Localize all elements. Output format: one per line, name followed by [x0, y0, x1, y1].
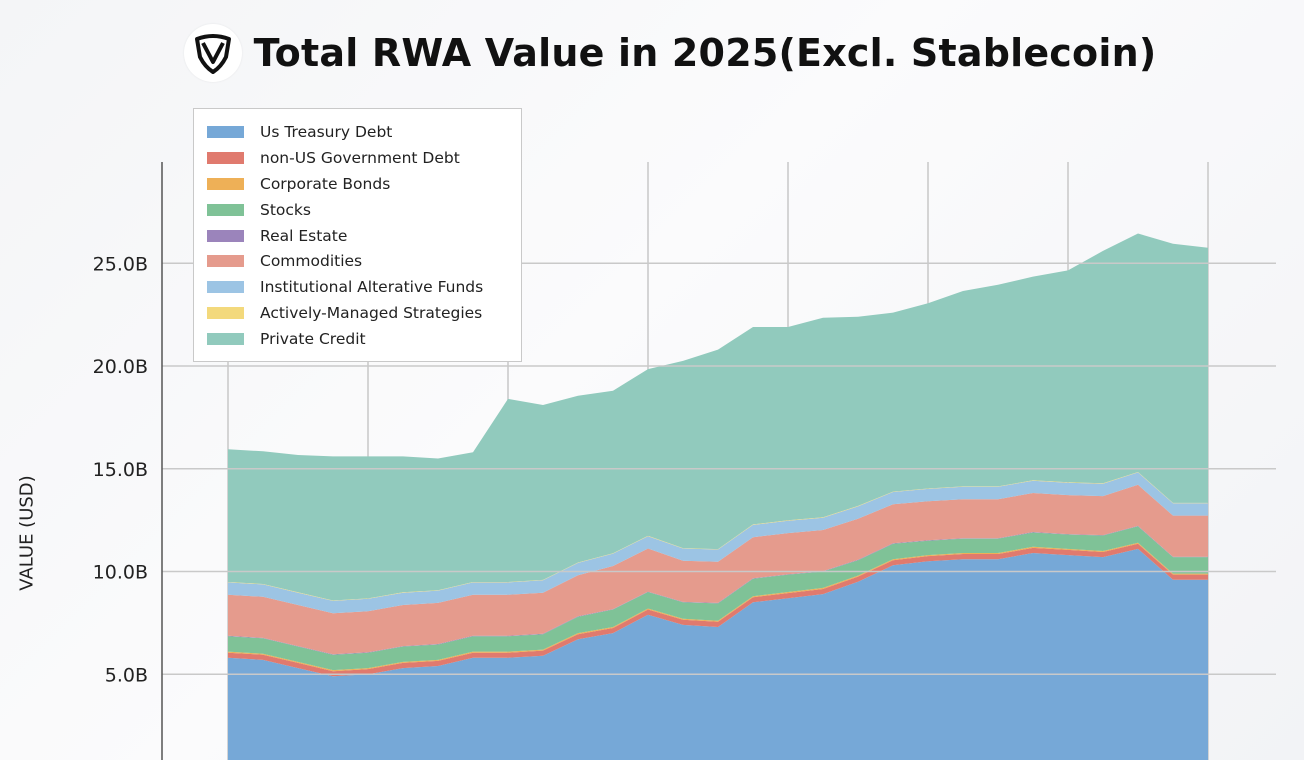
legend-swatch	[207, 307, 244, 320]
area-series	[228, 233, 1208, 760]
legend-label: Commodities	[260, 252, 363, 271]
area-us-treasury-debt	[228, 548, 1208, 760]
y-tick-label: 25.0B	[93, 253, 148, 275]
y-tick-label: 15.0B	[93, 459, 148, 481]
legend-swatch	[207, 255, 244, 268]
area-private-credit	[228, 233, 1208, 601]
legend-swatch	[207, 229, 244, 242]
legend-label: Private Credit	[260, 330, 366, 349]
legend-label: Real Estate	[260, 226, 348, 245]
legend-label: non-US Government Debt	[260, 148, 460, 167]
legend-item: Stocks	[207, 197, 521, 223]
y-tick-label: 5.0B	[105, 664, 148, 686]
legend-item: Institutional Alterative Funds	[207, 274, 521, 300]
legend-label: Us Treasury Debt	[260, 122, 393, 141]
area-stocks	[228, 526, 1208, 671]
legend-swatch	[207, 151, 244, 164]
legend-label: Stocks	[260, 200, 311, 219]
legend-item: Commodities	[207, 248, 521, 274]
y-tick-label: 20.0B	[93, 356, 148, 378]
legend-label: Actively-Managed Strategies	[260, 304, 483, 323]
legend-swatch	[207, 203, 244, 216]
legend-item: Real Estate	[207, 223, 521, 249]
legend-item: Private Credit	[207, 326, 521, 352]
legend-swatch	[207, 177, 244, 190]
area-institutional-alterative-funds	[228, 472, 1208, 614]
y-tick-label: 10.0B	[93, 562, 148, 584]
legend-swatch	[207, 281, 244, 294]
y-axis-label: VALUE (USD)	[16, 475, 38, 591]
chart-legend: Us Treasury Debt non-US Government Debt Co…	[193, 108, 522, 362]
y-axis: 5.0B 10.0B 15.0B 20.0B 25.0B	[93, 162, 163, 760]
chart-header: Total RWA Value in 2025(Excl. Stablecoin…	[0, 24, 1304, 82]
legend-item: Actively-Managed Strategies	[207, 300, 521, 326]
legend-label: Institutional Alterative Funds	[260, 278, 484, 297]
area-commodities	[228, 484, 1208, 655]
legend-item: Corporate Bonds	[207, 171, 521, 197]
legend-item: Us Treasury Debt	[207, 119, 521, 145]
chart-title: Total RWA Value in 2025(Excl. Stablecoin…	[253, 31, 1157, 75]
brand-logo-icon	[183, 24, 242, 82]
legend-swatch	[207, 125, 244, 138]
legend-swatch	[207, 333, 244, 346]
legend-label: Corporate Bonds	[260, 174, 391, 193]
legend-item: non-US Government Debt	[207, 145, 521, 171]
